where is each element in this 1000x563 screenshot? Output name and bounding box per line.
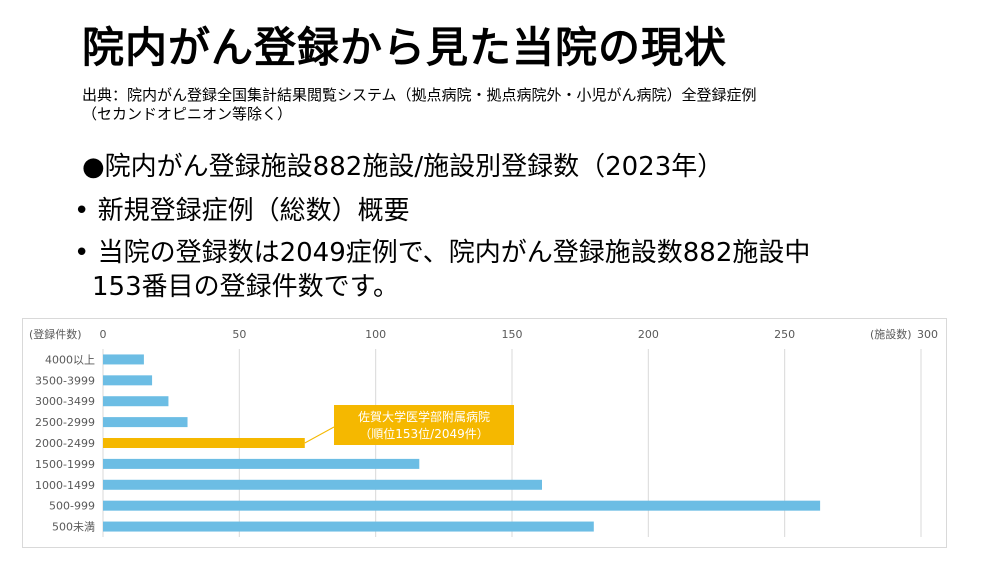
bar: [103, 500, 821, 511]
registration-bar-chart: (登録件数) (施設数) 0 50 100 150 200 250 300 4000以上 35…: [22, 318, 947, 548]
x-tick-label: 50: [232, 328, 246, 341]
bar: [103, 354, 144, 365]
annotation: 佐賀大学医学部附属病院 （順位153位/2049件）: [304, 405, 514, 445]
x-tick-label: 0: [100, 328, 107, 341]
source-line-2: （セカンドオピニオン等除く）: [82, 105, 293, 123]
category-label: 1000-1499: [35, 479, 95, 492]
annotation-rank: （順位153位/2049件）: [359, 426, 489, 441]
slide-title: 院内がん登録から見た当院の現状: [82, 23, 728, 72]
bar: [103, 396, 169, 407]
x-axis-label: (施設数): [870, 327, 912, 341]
category-label: 2500-2999: [35, 416, 95, 429]
bar: [103, 458, 420, 469]
category-label: 1500-1999: [35, 458, 95, 471]
source-note: 出典：院内がん登録全国集計結果閲覧システム（拠点病院・拠点病院外・小児がん病院）…: [82, 86, 962, 124]
category-label: 2000-2499: [35, 437, 95, 450]
x-tick-label: 300: [917, 328, 938, 341]
annotation-box: [334, 405, 514, 445]
x-tick-labels: 0 50 100 150 200 250 300: [100, 328, 939, 341]
x-tick-label: 250: [774, 328, 795, 341]
bar: [103, 417, 188, 428]
x-tick-label: 100: [365, 328, 386, 341]
bar: [103, 375, 153, 386]
category-label: 3500-3999: [35, 374, 95, 387]
category-label: 3000-3499: [35, 395, 95, 408]
chart-canvas: (登録件数) (施設数) 0 50 100 150 200 250 300 4000以上 35…: [29, 327, 939, 537]
category-label: 500-999: [49, 500, 95, 513]
annotation-hospital-name: 佐賀大学医学部附属病院: [358, 409, 490, 424]
x-tick-label: 200: [638, 328, 659, 341]
category-label: 4000以上: [45, 353, 95, 366]
bullet-overview: • 新規登録症例（総数）概要: [74, 196, 410, 226]
annotation-leader-line: [304, 426, 335, 444]
bullet-facility-count: ●院内がん登録施設882施設/施設別登録数（2023年）: [82, 152, 724, 182]
bars: [103, 354, 821, 532]
bullet-hospital-rank-line-2: 153番目の登録件数です。: [92, 272, 400, 302]
source-line-1: 出典：院内がん登録全国集計結果閲覧システム（拠点病院・拠点病院外・小児がん病院）…: [82, 86, 757, 104]
bar: [103, 521, 594, 532]
bar-highlighted: [103, 438, 305, 448]
y-axis-label: (登録件数): [29, 327, 82, 341]
category-labels: 4000以上 3500-3999 3000-3499 2500-2999 2000-24…: [35, 353, 95, 533]
x-tick-label: 150: [502, 328, 523, 341]
bar: [103, 479, 542, 490]
category-label: 500未満: [52, 521, 95, 534]
bullet-hospital-rank-line-1: • 当院の登録数は2049症例で、院内がん登録施設数882施設中: [74, 238, 811, 268]
